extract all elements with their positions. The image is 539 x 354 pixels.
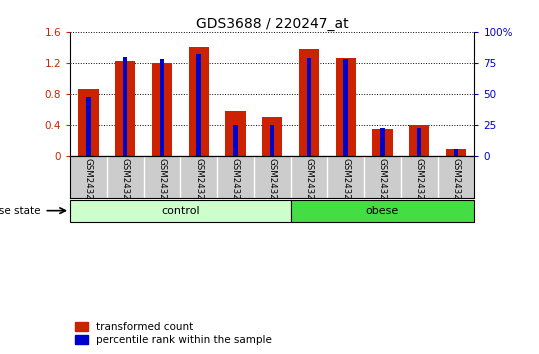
Bar — [291, 200, 474, 222]
Title: GDS3688 / 220247_at: GDS3688 / 220247_at — [196, 17, 349, 31]
Text: GSM243228: GSM243228 — [414, 158, 424, 210]
Bar — [189, 47, 209, 155]
Text: GSM243226: GSM243226 — [341, 158, 350, 210]
Bar — [299, 49, 319, 155]
Bar — [307, 58, 311, 155]
Text: GSM243217: GSM243217 — [157, 158, 167, 210]
Bar — [409, 125, 429, 155]
Bar — [197, 54, 201, 155]
Bar — [115, 61, 135, 155]
Text: GSM243215: GSM243215 — [84, 158, 93, 210]
Text: GSM243225: GSM243225 — [305, 158, 314, 210]
Bar — [225, 112, 246, 155]
Bar — [262, 117, 282, 155]
Bar — [270, 125, 274, 155]
Text: obese: obese — [366, 206, 399, 216]
Text: GSM243216: GSM243216 — [121, 158, 130, 210]
Bar — [372, 129, 392, 155]
Text: control: control — [161, 206, 199, 216]
Bar — [446, 149, 466, 155]
Bar — [454, 149, 458, 155]
Text: GSM243227: GSM243227 — [378, 158, 387, 210]
Bar — [336, 58, 356, 155]
Text: GSM243218: GSM243218 — [194, 158, 203, 210]
Bar — [233, 125, 238, 155]
Bar — [123, 57, 127, 155]
Text: GSM243219: GSM243219 — [231, 158, 240, 210]
Bar — [70, 200, 291, 222]
Bar — [160, 59, 164, 155]
Bar — [380, 129, 385, 155]
Bar — [343, 59, 348, 155]
Bar — [152, 63, 172, 155]
Bar — [78, 89, 99, 155]
Text: disease state: disease state — [0, 206, 40, 216]
Text: GSM243220: GSM243220 — [268, 158, 277, 210]
Legend: transformed count, percentile rank within the sample: transformed count, percentile rank withi… — [75, 322, 272, 345]
Text: GSM243275: GSM243275 — [452, 158, 460, 210]
Bar — [86, 97, 91, 155]
Bar — [417, 129, 421, 155]
